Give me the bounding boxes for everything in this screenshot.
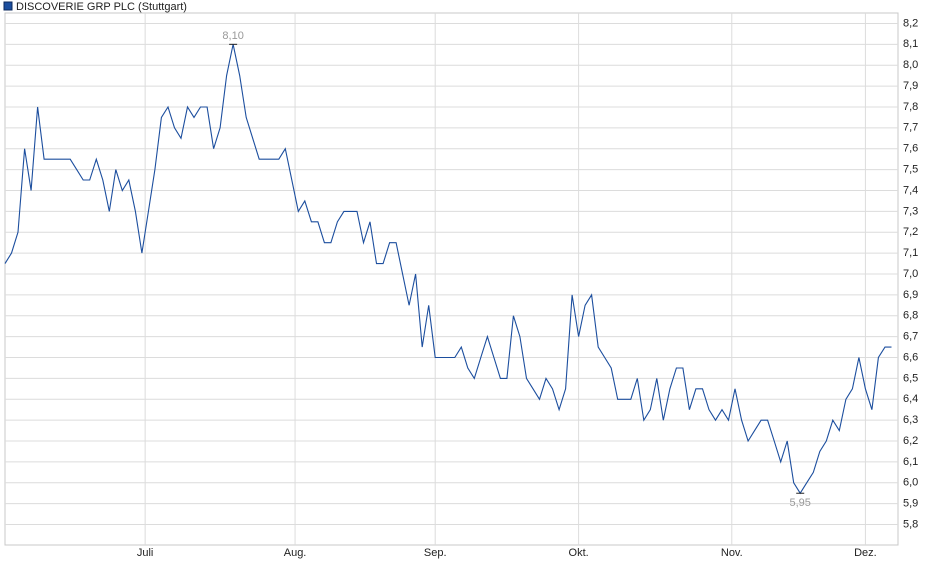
x-tick-label: Sep. <box>424 547 447 559</box>
y-tick-label: 5,8 <box>903 518 918 530</box>
y-tick-label: 8,1 <box>903 38 918 50</box>
y-tick-label: 7,7 <box>903 122 918 134</box>
y-tick-label: 6,0 <box>903 477 918 489</box>
y-tick-label: 7,0 <box>903 268 918 280</box>
y-tick-label: 8,2 <box>903 17 918 29</box>
legend-swatch <box>3 1 13 11</box>
x-tick-label: Juli <box>137 547 154 559</box>
y-tick-label: 7,2 <box>903 226 918 238</box>
price-line <box>4 44 892 495</box>
y-tick-label: 6,9 <box>903 289 918 301</box>
x-tick-label: Nov. <box>721 547 743 559</box>
y-tick-label: 6,4 <box>903 393 918 405</box>
y-tick-label: 7,9 <box>903 80 918 92</box>
extreme-label: 8,10 <box>222 30 243 42</box>
y-tick-label: 6,3 <box>903 414 918 426</box>
plot-area <box>4 12 899 546</box>
x-tick-label: Aug. <box>284 547 307 559</box>
x-tick-label: Okt. <box>569 547 589 559</box>
y-tick-label: 8,0 <box>903 59 918 71</box>
y-tick-label: 7,5 <box>903 164 918 176</box>
y-tick-label: 7,3 <box>903 205 918 217</box>
y-tick-label: 6,8 <box>903 310 918 322</box>
y-tick-label: 7,4 <box>903 184 918 196</box>
y-tick-label: 6,6 <box>903 351 918 363</box>
y-tick-label: 6,2 <box>903 435 918 447</box>
y-tick-label: 6,1 <box>903 456 918 468</box>
legend-label: DISCOVERIE GRP PLC (Stuttgart) <box>16 1 187 13</box>
y-tick-label: 6,7 <box>903 331 918 343</box>
extreme-label: 5,95 <box>790 497 811 509</box>
y-tick-label: 7,8 <box>903 101 918 113</box>
y-tick-label: 7,6 <box>903 143 918 155</box>
x-tick-label: Dez. <box>854 547 877 559</box>
y-tick-label: 7,1 <box>903 247 918 259</box>
y-tick-label: 6,5 <box>903 372 918 384</box>
y-tick-label: 5,9 <box>903 498 918 510</box>
